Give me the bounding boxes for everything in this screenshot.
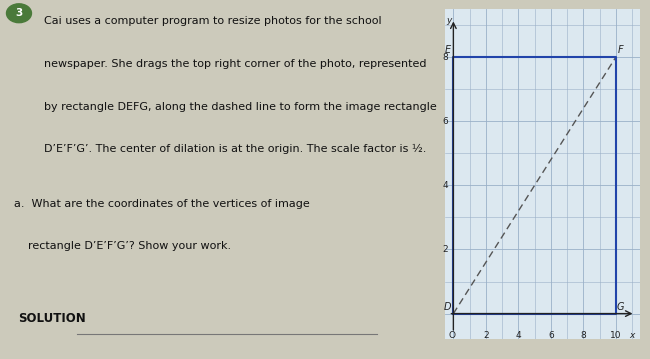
Text: Cai uses a computer program to resize photos for the school: Cai uses a computer program to resize ph… <box>44 16 381 26</box>
Text: 2: 2 <box>483 331 489 340</box>
Text: D: D <box>444 302 452 312</box>
Text: 4: 4 <box>515 331 521 340</box>
Text: 2: 2 <box>442 245 448 254</box>
Text: E: E <box>445 46 450 56</box>
Text: O: O <box>448 331 455 340</box>
Text: by rectangle DEFG, along the dashed line to form the image rectangle: by rectangle DEFG, along the dashed line… <box>44 102 436 112</box>
Text: y: y <box>446 16 451 25</box>
Text: 10: 10 <box>610 331 621 340</box>
Text: 6: 6 <box>442 117 448 126</box>
Text: 6: 6 <box>548 331 554 340</box>
Text: 8: 8 <box>580 331 586 340</box>
Text: a.  What are the coordinates of the vertices of image: a. What are the coordinates of the verti… <box>14 199 310 209</box>
Text: G: G <box>617 302 625 312</box>
Text: F: F <box>618 46 623 56</box>
Text: 4: 4 <box>442 181 448 190</box>
Text: rectangle D’E’F’G’? Show your work.: rectangle D’E’F’G’? Show your work. <box>14 241 231 251</box>
Text: newspaper. She drags the top right corner of the photo, represented: newspaper. She drags the top right corne… <box>44 59 426 69</box>
Circle shape <box>6 4 31 23</box>
Text: SOLUTION: SOLUTION <box>19 312 86 326</box>
Text: x: x <box>629 331 635 340</box>
Text: D’E’F’G’. The center of dilation is at the origin. The scale factor is ½.: D’E’F’G’. The center of dilation is at t… <box>44 144 426 154</box>
Text: 8: 8 <box>442 52 448 62</box>
Text: 3: 3 <box>16 8 23 18</box>
